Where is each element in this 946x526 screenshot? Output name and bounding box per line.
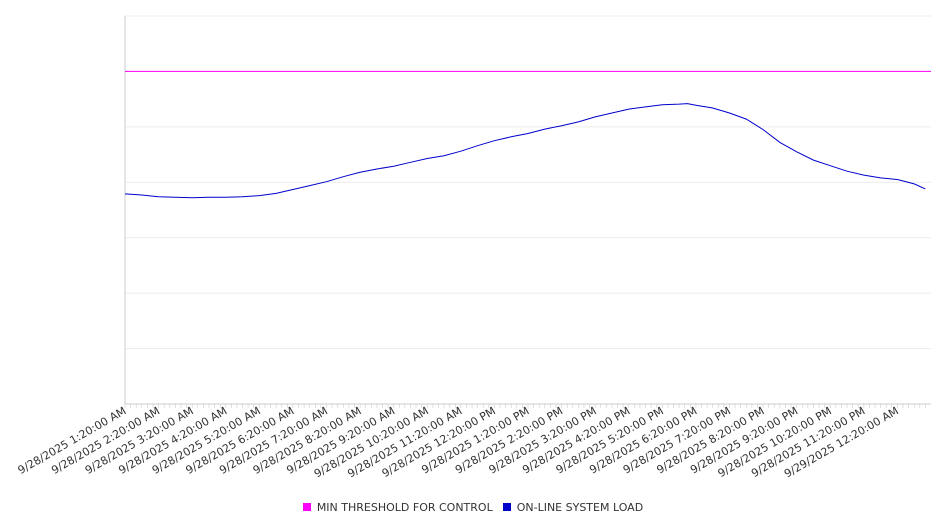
x-axis-minor-ticks xyxy=(124,404,926,408)
legend-swatch-system-load xyxy=(502,503,511,511)
x-axis-tick-labels: 9/28/2025 1:20:00 AM9/28/2025 2:20:00 AM… xyxy=(16,404,901,480)
legend-label-min-threshold: MIN THRESHOLD FOR CONTROL xyxy=(316,500,493,514)
legend: MIN THRESHOLD FOR CONTROL ON-LINE SYSTEM… xyxy=(0,498,946,516)
line-chart: 9/28/2025 1:20:00 AM9/28/2025 2:20:00 AM… xyxy=(16,15,931,481)
legend-item-min-threshold[interactable]: MIN THRESHOLD FOR CONTROL xyxy=(302,500,493,514)
gridlines xyxy=(125,15,931,405)
series-layer xyxy=(124,70,931,199)
legend-label-system-load: ON-LINE SYSTEM LOAD xyxy=(516,500,644,514)
legend-item-system-load[interactable]: ON-LINE SYSTEM LOAD xyxy=(502,500,644,514)
legend-swatch-min-threshold xyxy=(302,503,311,511)
series-line-system-load xyxy=(124,103,926,199)
